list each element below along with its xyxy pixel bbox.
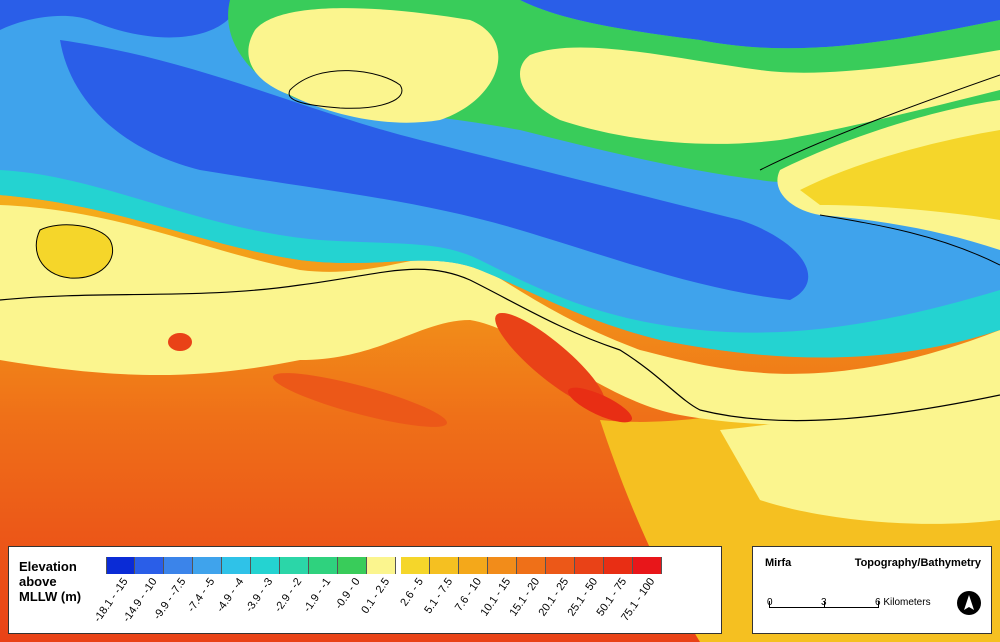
shallow-band-south [0,170,1000,358]
legend-class-label: -7.4 - -5 [184,576,217,615]
scale-bar [769,599,879,609]
legend-class-label: 7.6 - 10 [452,576,484,614]
legend-swatch [280,557,309,574]
legend-swatch [367,557,396,574]
map-info-box: Mirfa Topography/Bathymetry 0 3 6 Kilome… [752,546,992,634]
legend-swatch [488,557,517,574]
ridge-central [495,312,605,408]
island-northeast [520,47,1000,144]
north-arrow-icon [957,591,981,615]
legend-class-label: 5.1 - 7.5 [421,576,455,616]
coastline-north [759,74,1000,171]
legend-swatch [135,557,164,574]
place-name: Mirfa [765,557,792,569]
scale-label-6: 6 Kilometers [875,597,931,608]
legend-swatch [193,557,222,574]
legend-swatches [106,557,662,574]
ridge-east [567,387,633,423]
deep-nw [0,0,240,38]
legend-swatch [106,557,135,574]
scale-tick-3 [824,601,825,608]
scale-tick-0 [769,601,770,608]
coastline-south [0,268,1000,422]
legend-class-label: 0.1 - 2.5 [358,576,392,616]
legend-class-label: -2.9 - -2 [271,576,304,615]
legend-swatch [459,557,488,574]
coastline-east [819,214,1000,266]
legend-title: Elevation above MLLW (m) [19,559,82,604]
coastal-flat-east [720,380,1000,524]
hill-west [168,333,192,351]
legend-swatch [517,557,546,574]
peninsula-east-upland [800,130,1000,220]
legend-swatch [164,557,193,574]
scale-label-3: 3 [821,597,827,608]
legend-class-label: -0.9 - 0 [332,576,363,612]
legend-class-label: -4.9 - -4 [213,576,246,615]
legend-class-label: 2.6 - 5 [397,576,426,609]
legend-swatch [430,557,459,574]
legend-swatch [633,557,662,574]
legend-swatch [546,557,575,574]
legend-class-label: -3.9 - -3 [242,576,275,615]
deep-ne [520,0,1000,49]
ridge-west [272,373,448,427]
legend-swatch [222,557,251,574]
legend-swatch [251,557,280,574]
legend-swatch [401,557,430,574]
map-type: Topography/Bathymetry [854,557,981,569]
scale-label-0: 0 [767,597,773,608]
legend-swatch [604,557,633,574]
lagoon-west [35,224,113,279]
scale-tick-6 [878,601,879,608]
legend-class-label: -1.9 - -1 [300,576,333,615]
legend-swatch [338,557,367,574]
legend-swatch [309,557,338,574]
legend-swatch [575,557,604,574]
island-outline [288,70,403,109]
island-north [248,8,499,123]
elevation-legend: Elevation above MLLW (m) -18.1 - -15 -14.… [8,546,722,634]
deep-channel [60,40,809,300]
